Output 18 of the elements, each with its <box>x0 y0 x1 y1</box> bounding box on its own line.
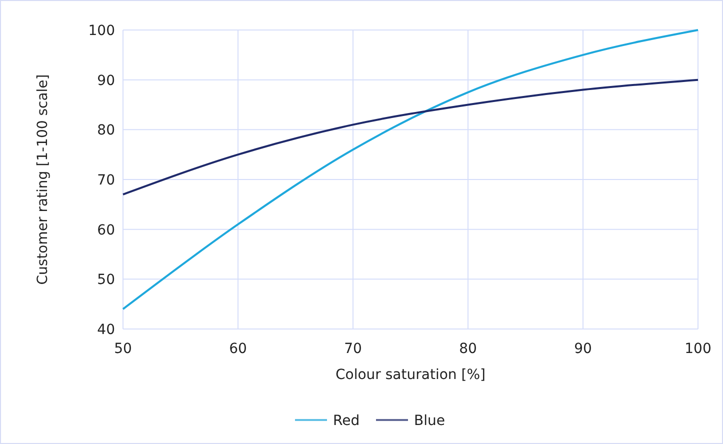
y-axis-title: Customer rating [1-100 scale] <box>35 74 51 285</box>
y-tick-label: 60 <box>97 222 115 238</box>
x-axis-title: Colour saturation [%] <box>336 367 486 383</box>
x-tick-label: 60 <box>229 341 247 357</box>
x-tick-label: 70 <box>344 341 362 357</box>
y-tick-label: 90 <box>97 72 115 89</box>
x-tick-label: 100 <box>684 341 712 357</box>
x-tick-label: 50 <box>114 341 132 357</box>
y-tick-label: 50 <box>97 272 115 288</box>
y-tick-label: 70 <box>97 172 115 188</box>
legend-label: Blue <box>414 413 445 429</box>
y-tick-label: 80 <box>97 122 115 139</box>
y-tick-label: 40 <box>97 322 115 338</box>
x-tick-label: 90 <box>574 341 592 357</box>
y-tick-label: 100 <box>88 23 115 39</box>
x-tick-label: 80 <box>459 341 477 357</box>
legend-label: Red <box>333 413 360 429</box>
line-series <box>122 78 699 196</box>
